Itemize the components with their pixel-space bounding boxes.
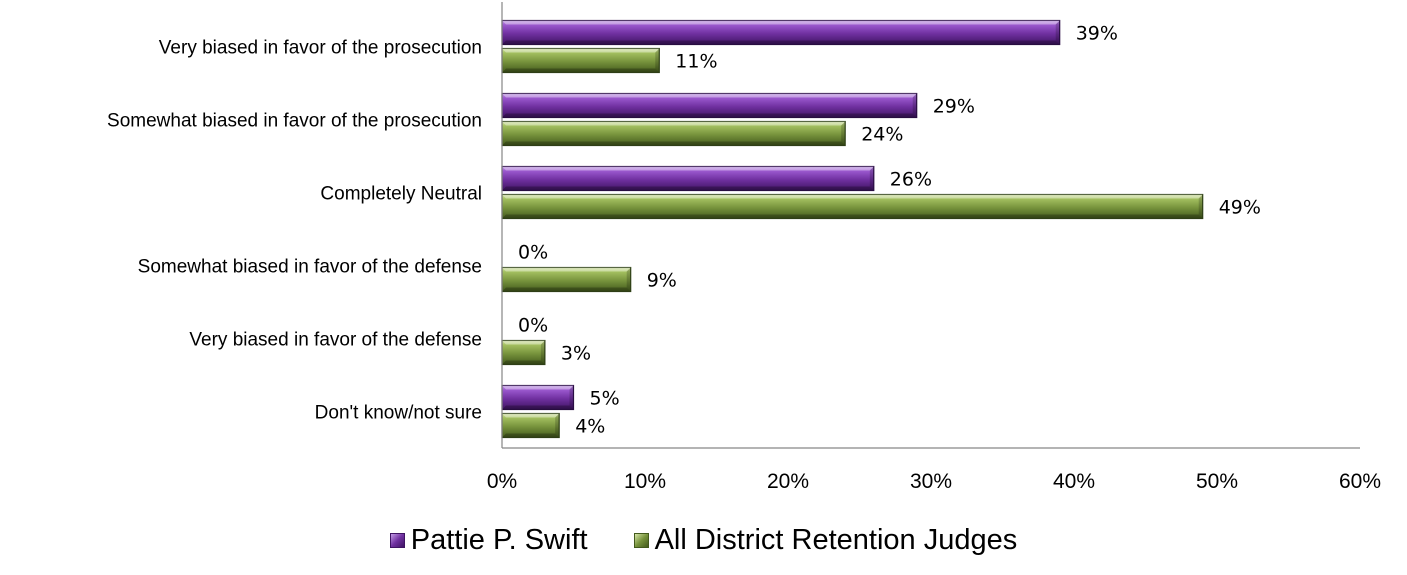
bar-bevel-top [502,121,846,126]
bar-bevel-bottom [502,287,631,292]
bar-bevel-bottom [502,360,545,365]
bar-bevel-right [1055,20,1060,45]
data-label: 39% [1076,23,1118,45]
data-label: 0% [518,315,548,337]
bar [501,193,1204,220]
bar-bevel-top [502,413,560,418]
bar-bevel-right [1198,194,1203,219]
legend-item-series-2: All District Retention Judges [633,523,1018,557]
bar-body [501,120,846,147]
bar [501,165,875,192]
bar-bevel-right [869,166,874,191]
bar-body [501,92,918,119]
x-tick-label: 0% [487,470,517,493]
x-tick-label: 50% [1196,470,1238,493]
x-tick-label: 10% [624,470,666,493]
bar [501,92,918,119]
data-label: 24% [861,124,903,146]
bar-bevel-bottom [502,141,846,146]
bar-bevel-bottom [502,40,1060,45]
bar-bevel-top [502,20,1060,25]
bar [501,384,575,411]
bar-body [501,165,875,192]
bar-bevel-bottom [502,433,560,438]
category-label: Completely Neutral [320,184,482,205]
bar-body [501,47,660,74]
x-tick-label: 20% [767,470,809,493]
bar-bevel-right [655,48,660,73]
x-tick-label: 60% [1339,470,1381,493]
bar-bevel-top [502,340,545,345]
bar-bevel-top [502,93,917,98]
bar [501,266,632,293]
bar-bevel-bottom [502,113,917,118]
bar-bevel-right [555,413,560,438]
legend: Pattie P. Swift All District Retention J… [0,518,1407,562]
data-label: 5% [590,388,620,410]
bar-body [501,266,632,293]
bar-bevel-right [841,121,846,146]
bar-bevel-top [502,48,660,53]
bar [501,412,560,439]
bar-bevel-top [502,194,1203,199]
data-label: 26% [890,169,932,191]
x-tick-label: 30% [910,470,952,493]
bar [501,47,660,74]
legend-swatch-series-2 [633,532,649,548]
bar-bevel-bottom [502,214,1203,219]
x-tick-label: 40% [1053,470,1095,493]
bar-bevel-bottom [502,405,574,410]
bar [501,19,1061,46]
bar-bevel-bottom [502,68,660,73]
data-label: 49% [1219,197,1261,219]
data-label: 11% [675,51,717,73]
data-label: 4% [575,416,605,438]
bar-bevel-right [540,340,545,365]
bar-chart-plot: 0% 10% 20% 30% 40% 50% 60% Very biased in favor… [107,2,1381,493]
category-label: Very biased in favor of the defense [189,330,482,351]
data-label: 3% [561,343,591,365]
bar-bevel-top [502,166,874,171]
data-label: 0% [518,242,548,264]
category-label: Very biased in favor of the prosecution [159,38,482,59]
bar-bevel-right [626,267,631,292]
category-label: Somewhat biased in favor of the prosecut… [107,111,482,132]
bar-bevel-right [912,93,917,118]
legend-label-series-2: All District Retention Judges [654,523,1018,556]
bar-bevel-top [502,385,574,390]
bar-bevel-bottom [502,186,874,191]
data-label: 9% [647,270,677,292]
bar [501,339,546,366]
bar-bevel-right [569,385,574,410]
legend-label-series-1: Pattie P. Swift [410,523,588,556]
bar-bevel-top [502,267,631,272]
legend-item-series-1: Pattie P. Swift [389,523,588,557]
data-label: 29% [933,96,975,118]
category-label: Somewhat biased in favor of the defense [138,257,482,278]
legend-swatch-series-1 [389,532,405,548]
bar [501,120,846,147]
category-label: Don't know/not sure [315,403,482,424]
